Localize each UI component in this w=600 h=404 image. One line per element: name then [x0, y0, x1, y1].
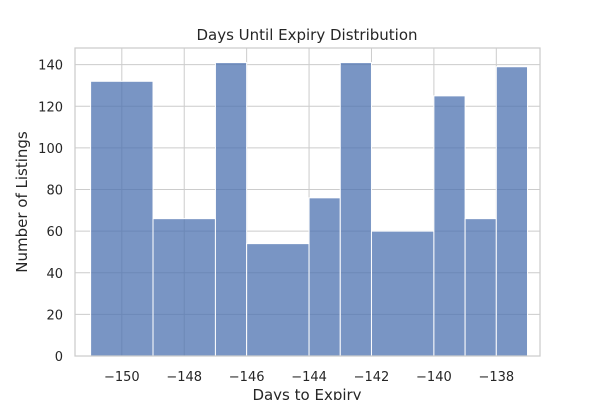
- histogram-bar: [464, 218, 497, 357]
- histogram-bar: [433, 95, 466, 357]
- y-tick-label: 20: [46, 308, 63, 323]
- y-tick-label: 100: [38, 142, 63, 157]
- y-tick-label: 120: [38, 100, 63, 115]
- y-tick-label: 140: [38, 59, 63, 74]
- histogram-bar: [339, 62, 372, 357]
- histogram-bar: [370, 230, 435, 357]
- x-tick-label: −148: [166, 370, 202, 385]
- x-tick-labels: −150 −148 −146 −144 −142 −140 −138: [104, 370, 514, 385]
- x-tick-label: −142: [354, 370, 390, 385]
- x-tick-label: −146: [229, 370, 265, 385]
- x-tick-label: −140: [416, 370, 452, 385]
- y-tick-label: 40: [46, 267, 63, 282]
- histogram-bars: [90, 62, 529, 357]
- histogram-bar: [90, 80, 154, 357]
- y-axis-label: Number of Listings: [13, 131, 31, 273]
- y-tick-label: 60: [46, 225, 63, 240]
- x-tick-label: −144: [291, 370, 327, 385]
- histogram-bar: [308, 197, 341, 357]
- x-tick-label: −138: [478, 370, 514, 385]
- y-tick-label: 0: [55, 350, 63, 365]
- chart-title: Days Until Expiry Distribution: [196, 26, 417, 44]
- histogram-bar: [495, 66, 529, 357]
- histogram-bar: [152, 218, 216, 357]
- histogram-bar: [214, 62, 248, 357]
- x-tick-label: −150: [104, 370, 140, 385]
- y-tick-labels: 0 20 40 60 80 100 120 140: [38, 59, 63, 365]
- histogram-bar: [246, 243, 310, 357]
- plot-frame: [74, 47, 541, 357]
- x-axis-label: Days to Expiry: [252, 386, 361, 400]
- y-tick-label: 80: [46, 184, 63, 199]
